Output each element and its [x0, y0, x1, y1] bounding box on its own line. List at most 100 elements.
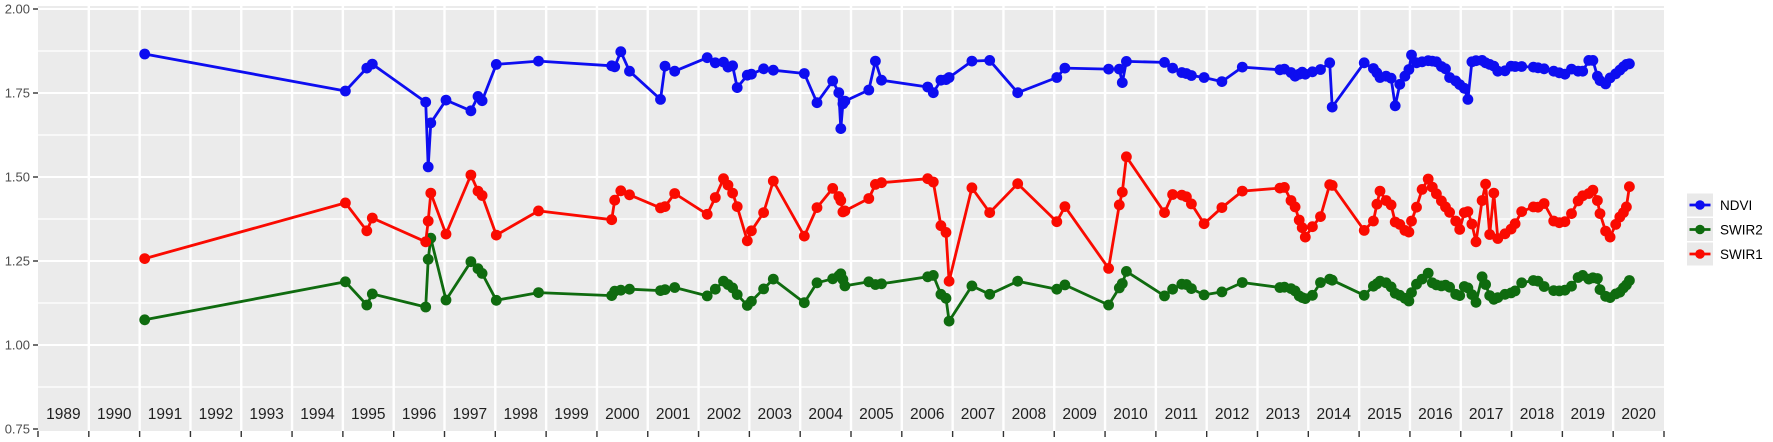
data-point-swir1 — [1374, 185, 1386, 197]
data-point-ndvi — [811, 97, 823, 109]
data-point-swir1 — [1484, 229, 1496, 240]
data-point-ndvi — [1389, 100, 1401, 112]
data-point-swir1 — [606, 214, 618, 226]
data-point-swir1 — [943, 275, 955, 287]
data-point-ndvi — [1624, 58, 1635, 70]
data-point-swir1 — [876, 177, 887, 189]
y-axis-tick-label: 1.00 — [5, 338, 30, 353]
data-point-swir1 — [422, 215, 434, 227]
data-point-swir1 — [1289, 201, 1301, 213]
data-point-swir2 — [533, 287, 544, 298]
data-point-ndvi — [943, 72, 955, 83]
data-point-swir1 — [1454, 224, 1466, 235]
data-point-swir1 — [1538, 198, 1550, 209]
data-point-swir2 — [422, 253, 434, 265]
data-point-swir2 — [1051, 283, 1063, 295]
legend-key-point — [1695, 249, 1705, 259]
data-point-ndvi — [701, 52, 713, 64]
data-point-ndvi — [1113, 63, 1125, 75]
data-point-swir1 — [1406, 215, 1417, 227]
data-point-swir1 — [731, 201, 743, 213]
data-point-swir1 — [425, 187, 437, 199]
x-axis-year-label: 2004 — [808, 406, 843, 423]
x-axis-year-label: 2003 — [758, 406, 792, 423]
data-point-ndvi — [490, 59, 502, 70]
x-axis-year-label: 1993 — [249, 406, 283, 423]
data-point-swir2 — [1406, 287, 1417, 298]
data-point-swir1 — [609, 194, 621, 206]
data-point-ndvi — [835, 123, 847, 134]
data-point-swir1 — [1462, 206, 1474, 218]
data-point-swir1 — [659, 201, 671, 213]
data-point-ndvi — [1236, 61, 1248, 73]
data-point-ndvi — [624, 65, 635, 77]
data-point-ndvi — [655, 94, 666, 105]
x-axis-year-label: 1992 — [199, 406, 233, 423]
data-point-swir1 — [1116, 186, 1128, 198]
data-point-ndvi — [139, 48, 151, 60]
data-point-ndvi — [533, 55, 544, 67]
data-point-swir2 — [659, 284, 671, 295]
y-axis-tick-label: 1.50 — [5, 170, 30, 185]
data-point-ndvi — [1307, 66, 1318, 78]
data-point-swir1 — [940, 227, 952, 238]
data-point-swir2 — [361, 299, 373, 311]
data-point-swir2 — [927, 270, 939, 281]
data-point-swir1 — [1121, 151, 1132, 163]
x-axis-year-label: 2015 — [1367, 406, 1401, 423]
data-point-ndvi — [1159, 57, 1170, 68]
data-point-swir1 — [758, 207, 769, 219]
data-point-swir1 — [1488, 187, 1500, 199]
data-point-ndvi — [1406, 49, 1417, 61]
data-point-swir2 — [839, 280, 851, 292]
data-point-swir1 — [1299, 231, 1311, 243]
data-point-swir2 — [709, 283, 721, 295]
x-axis-year-label: 2016 — [1418, 406, 1452, 423]
data-point-ndvi — [1198, 72, 1210, 83]
data-point-ndvi — [833, 87, 845, 99]
data-point-swir1 — [1368, 215, 1379, 227]
data-point-swir2 — [940, 292, 952, 304]
data-point-swir2 — [1198, 289, 1210, 301]
data-point-ndvi — [1103, 63, 1114, 75]
data-point-ndvi — [1051, 72, 1063, 83]
data-point-swir2 — [1186, 283, 1197, 294]
data-point-ndvi — [731, 82, 743, 93]
data-point-ndvi — [798, 68, 810, 79]
data-point-swir1 — [1566, 208, 1577, 220]
x-axis-year-label: 2000 — [605, 406, 640, 423]
data-point-swir2 — [465, 256, 477, 268]
x-axis-year-label: 2009 — [1062, 406, 1096, 423]
legend-label-swir1: SWIR1 — [1720, 247, 1763, 262]
data-point-swir1 — [1371, 198, 1383, 210]
x-axis-year-label: 1991 — [148, 406, 182, 423]
data-point-ndvi — [615, 46, 627, 58]
data-point-swir1 — [811, 202, 823, 214]
data-point-swir1 — [361, 225, 373, 237]
data-point-swir1 — [1159, 207, 1170, 219]
data-point-swir1 — [1385, 199, 1397, 211]
data-point-swir1 — [746, 225, 757, 237]
data-point-ndvi — [425, 117, 437, 129]
data-point-swir2 — [1236, 277, 1248, 288]
x-axis-year-label: 2006 — [910, 406, 944, 423]
data-point-swir2 — [1592, 273, 1603, 284]
x-axis-year-label: 2012 — [1215, 406, 1249, 423]
x-axis-year-label: 2002 — [707, 406, 741, 423]
data-point-swir1 — [476, 190, 488, 201]
data-point-swir1 — [1621, 201, 1632, 213]
data-point-ndvi — [758, 63, 769, 75]
data-point-ndvi — [870, 55, 881, 67]
data-point-swir1 — [839, 205, 851, 217]
data-point-swir1 — [767, 175, 779, 187]
x-axis-year-label: 2013 — [1266, 406, 1300, 423]
data-point-swir2 — [1059, 279, 1071, 291]
data-point-ndvi — [420, 96, 432, 108]
data-point-swir1 — [1326, 180, 1338, 191]
data-point-swir1 — [1315, 211, 1326, 223]
data-point-swir2 — [1454, 290, 1466, 301]
data-point-swir1 — [366, 212, 378, 224]
data-point-swir2 — [139, 314, 151, 326]
